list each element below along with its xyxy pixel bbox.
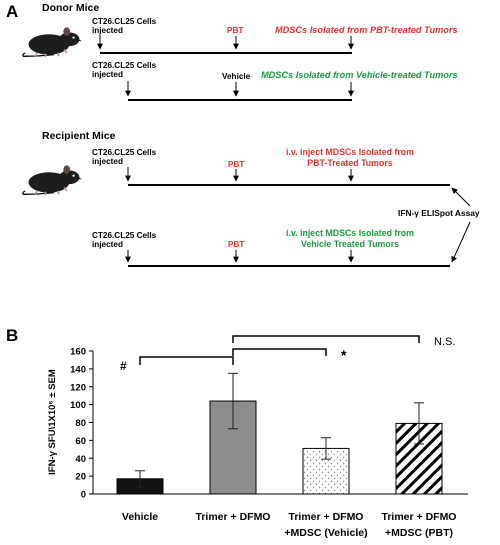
x-tick-label: +MDSC (Vehicle) — [284, 527, 367, 539]
y-tick-label: 100 — [70, 400, 86, 411]
cells-injected-label: injected — [92, 26, 123, 35]
significance-bracket-ns: N.S. — [232, 335, 455, 348]
x-tick-label: Trimer + DFMO — [382, 511, 457, 523]
cells-injected-label: CT26.CL25 Cells — [92, 231, 157, 240]
recipient1-result-line2: PBT-Treated Tumors — [307, 158, 392, 168]
assay-arrow-down — [451, 221, 471, 263]
bars — [116, 372, 443, 495]
donor-vehicle-result: MDSCs Isolated from Vehicle-treated Tumo… — [261, 70, 458, 80]
significance-bracket-hash: # — [120, 356, 234, 373]
cells-injected-label: injected — [92, 70, 123, 79]
y-tick-label: 0 — [81, 490, 86, 501]
cells-injected-label: CT26.CL25 Cells — [92, 61, 157, 70]
recipient-timeline-pbt: CT26.CL25 Cells injected PBT i.v. inject… — [92, 147, 450, 186]
y-axis-label: IFN-γ SFU\1X10⁶ ± SEM — [47, 369, 58, 475]
bar — [302, 447, 350, 495]
donor-timeline-vehicle: CT26.CL25 Cells injected Vehicle MDSCs I… — [92, 61, 458, 101]
donor-mouse-icon — [21, 26, 83, 58]
recipient-timeline-vehicle: CT26.CL25 Cells injected PBT i.v. inject… — [92, 228, 450, 267]
recipient2-result-line1: i.v. inject MDSCs Isolated from — [286, 228, 414, 238]
y-tick-label: 160 — [70, 347, 86, 358]
panel-b-label: B — [6, 326, 18, 345]
x-tick-label: Trimer + DFMO — [196, 511, 271, 523]
cells-injected-label: CT26.CL25 Cells — [92, 17, 157, 26]
recipient-mouse-icon — [21, 164, 83, 196]
y-tick-label: 80 — [75, 418, 86, 429]
vehicle-label: Vehicle — [222, 72, 251, 81]
y-ticks: 0 20 40 60 80 100 120 140 160 — [70, 347, 93, 501]
recipient2-result-line2: Vehicle Treated Tumors — [301, 239, 399, 249]
cells-injected-label: injected — [92, 157, 123, 166]
y-tick-label: 140 — [70, 364, 86, 375]
sig-hash: # — [120, 359, 127, 373]
donor-mice-header: Donor Mice — [42, 2, 99, 14]
x-tick-labels: Vehicle Trimer + DFMO Trimer + DFMO +MDSC (… — [122, 511, 457, 539]
bar-chart: IFN-γ SFU\1X10⁶ ± SEM 0 20 40 60 80 100 120 140… — [47, 335, 468, 539]
x-tick-label: Vehicle — [122, 511, 158, 523]
x-tick-label: Trimer + DFMO — [289, 511, 364, 523]
bar — [209, 400, 257, 495]
recipient-mice-header: Recipient Mice — [42, 130, 116, 142]
significance-bracket-star: * — [232, 347, 347, 363]
assay-arrow-up — [451, 187, 471, 207]
cells-injected-label: CT26.CL25 Cells — [92, 148, 157, 157]
sig-ns: N.S. — [434, 336, 455, 348]
elispot-assay-label: IFN-γ ELISpot Assay — [398, 208, 480, 218]
donor-timeline-pbt: CT26.CL25 Cells injected PBT MDSCs Isola… — [92, 17, 458, 54]
sig-star: * — [341, 347, 347, 363]
donor-pbt-result: MDSCs Isolated from PBT-treated Tumors — [275, 25, 458, 35]
recipient1-result-line1: i.v. inject MDSCs Isolated from — [286, 147, 414, 157]
y-tick-label: 20 — [75, 472, 86, 483]
pbt-label: PBT — [228, 160, 244, 169]
y-tick-label: 60 — [75, 436, 86, 447]
y-tick-label: 40 — [75, 454, 86, 465]
x-tick-label: +MDSC (PBT) — [385, 527, 453, 539]
pbt-label: PBT — [227, 26, 243, 35]
y-tick-label: 120 — [70, 382, 86, 393]
cells-injected-label: injected — [92, 240, 123, 249]
panel-a-label: A — [6, 2, 18, 21]
pbt-label: PBT — [228, 240, 244, 249]
